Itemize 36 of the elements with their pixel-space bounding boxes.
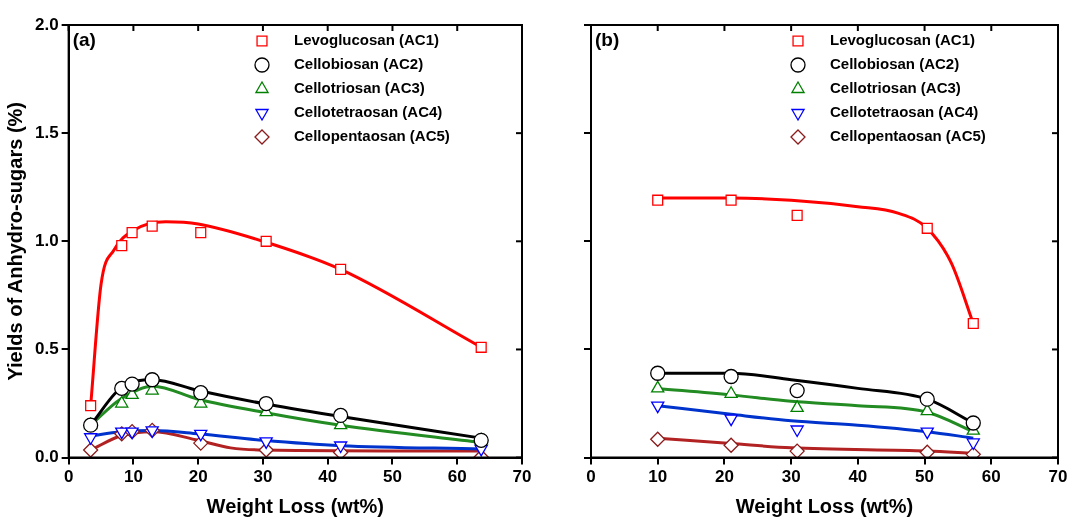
x-tick-label: 40 <box>318 467 338 487</box>
x-axis-title: Weight Loss (wt%) <box>206 494 385 517</box>
x-tick-label: 30 <box>253 467 273 487</box>
legend-label: Cellotriosan (AC3) <box>294 79 425 97</box>
legend-label: Cellotetraosan (AC4) <box>830 103 979 121</box>
x-tick-label: 50 <box>383 467 402 487</box>
annotation: (a) <box>72 28 96 50</box>
y-tick-label: 1.5 <box>34 122 59 142</box>
legend-label: Levoglucosan (AC1) <box>294 31 440 49</box>
y-tick-label: 2.0 <box>34 14 59 34</box>
legend-label: Cellobiosan (AC2) <box>294 55 424 73</box>
x-tick-label: 50 <box>915 467 935 487</box>
x-tick-label: 20 <box>714 467 734 487</box>
legend-label: Cellopentaosan (AC5) <box>830 127 986 145</box>
x-tick-label: 0 <box>586 467 596 487</box>
x-tick-label: 10 <box>123 467 143 487</box>
legend-label: Levoglucosan (AC1) <box>830 31 976 49</box>
legend-label: Cellobiosan (AC2) <box>830 55 960 73</box>
x-tick-label: 60 <box>447 467 467 487</box>
x-tick-label: 0 <box>63 467 74 487</box>
y-tick-label: 0.0 <box>34 447 59 467</box>
x-tick-label: 10 <box>648 467 668 487</box>
x-tick-label: 20 <box>188 467 208 487</box>
annotation: (b) <box>595 28 620 50</box>
x-axis-title: Weight Loss (wt%) <box>735 494 914 517</box>
legend-label: Cellotriosan (AC3) <box>830 79 961 97</box>
x-tick-label: 60 <box>981 467 1001 487</box>
y-tick-label: 1.0 <box>34 230 59 250</box>
y-axis-title: Yields of Anhydro-sugars (%) <box>3 102 26 381</box>
y-tick-label: 0.5 <box>34 339 59 359</box>
legend-label: Cellopentaosan (AC5) <box>294 127 450 145</box>
legend-label: Cellotetraosan (AC4) <box>294 103 443 121</box>
x-tick-label: 70 <box>1048 467 1068 487</box>
x-tick-label: 30 <box>781 467 801 487</box>
x-tick-label: 70 <box>512 467 532 487</box>
x-tick-label: 40 <box>848 467 868 487</box>
